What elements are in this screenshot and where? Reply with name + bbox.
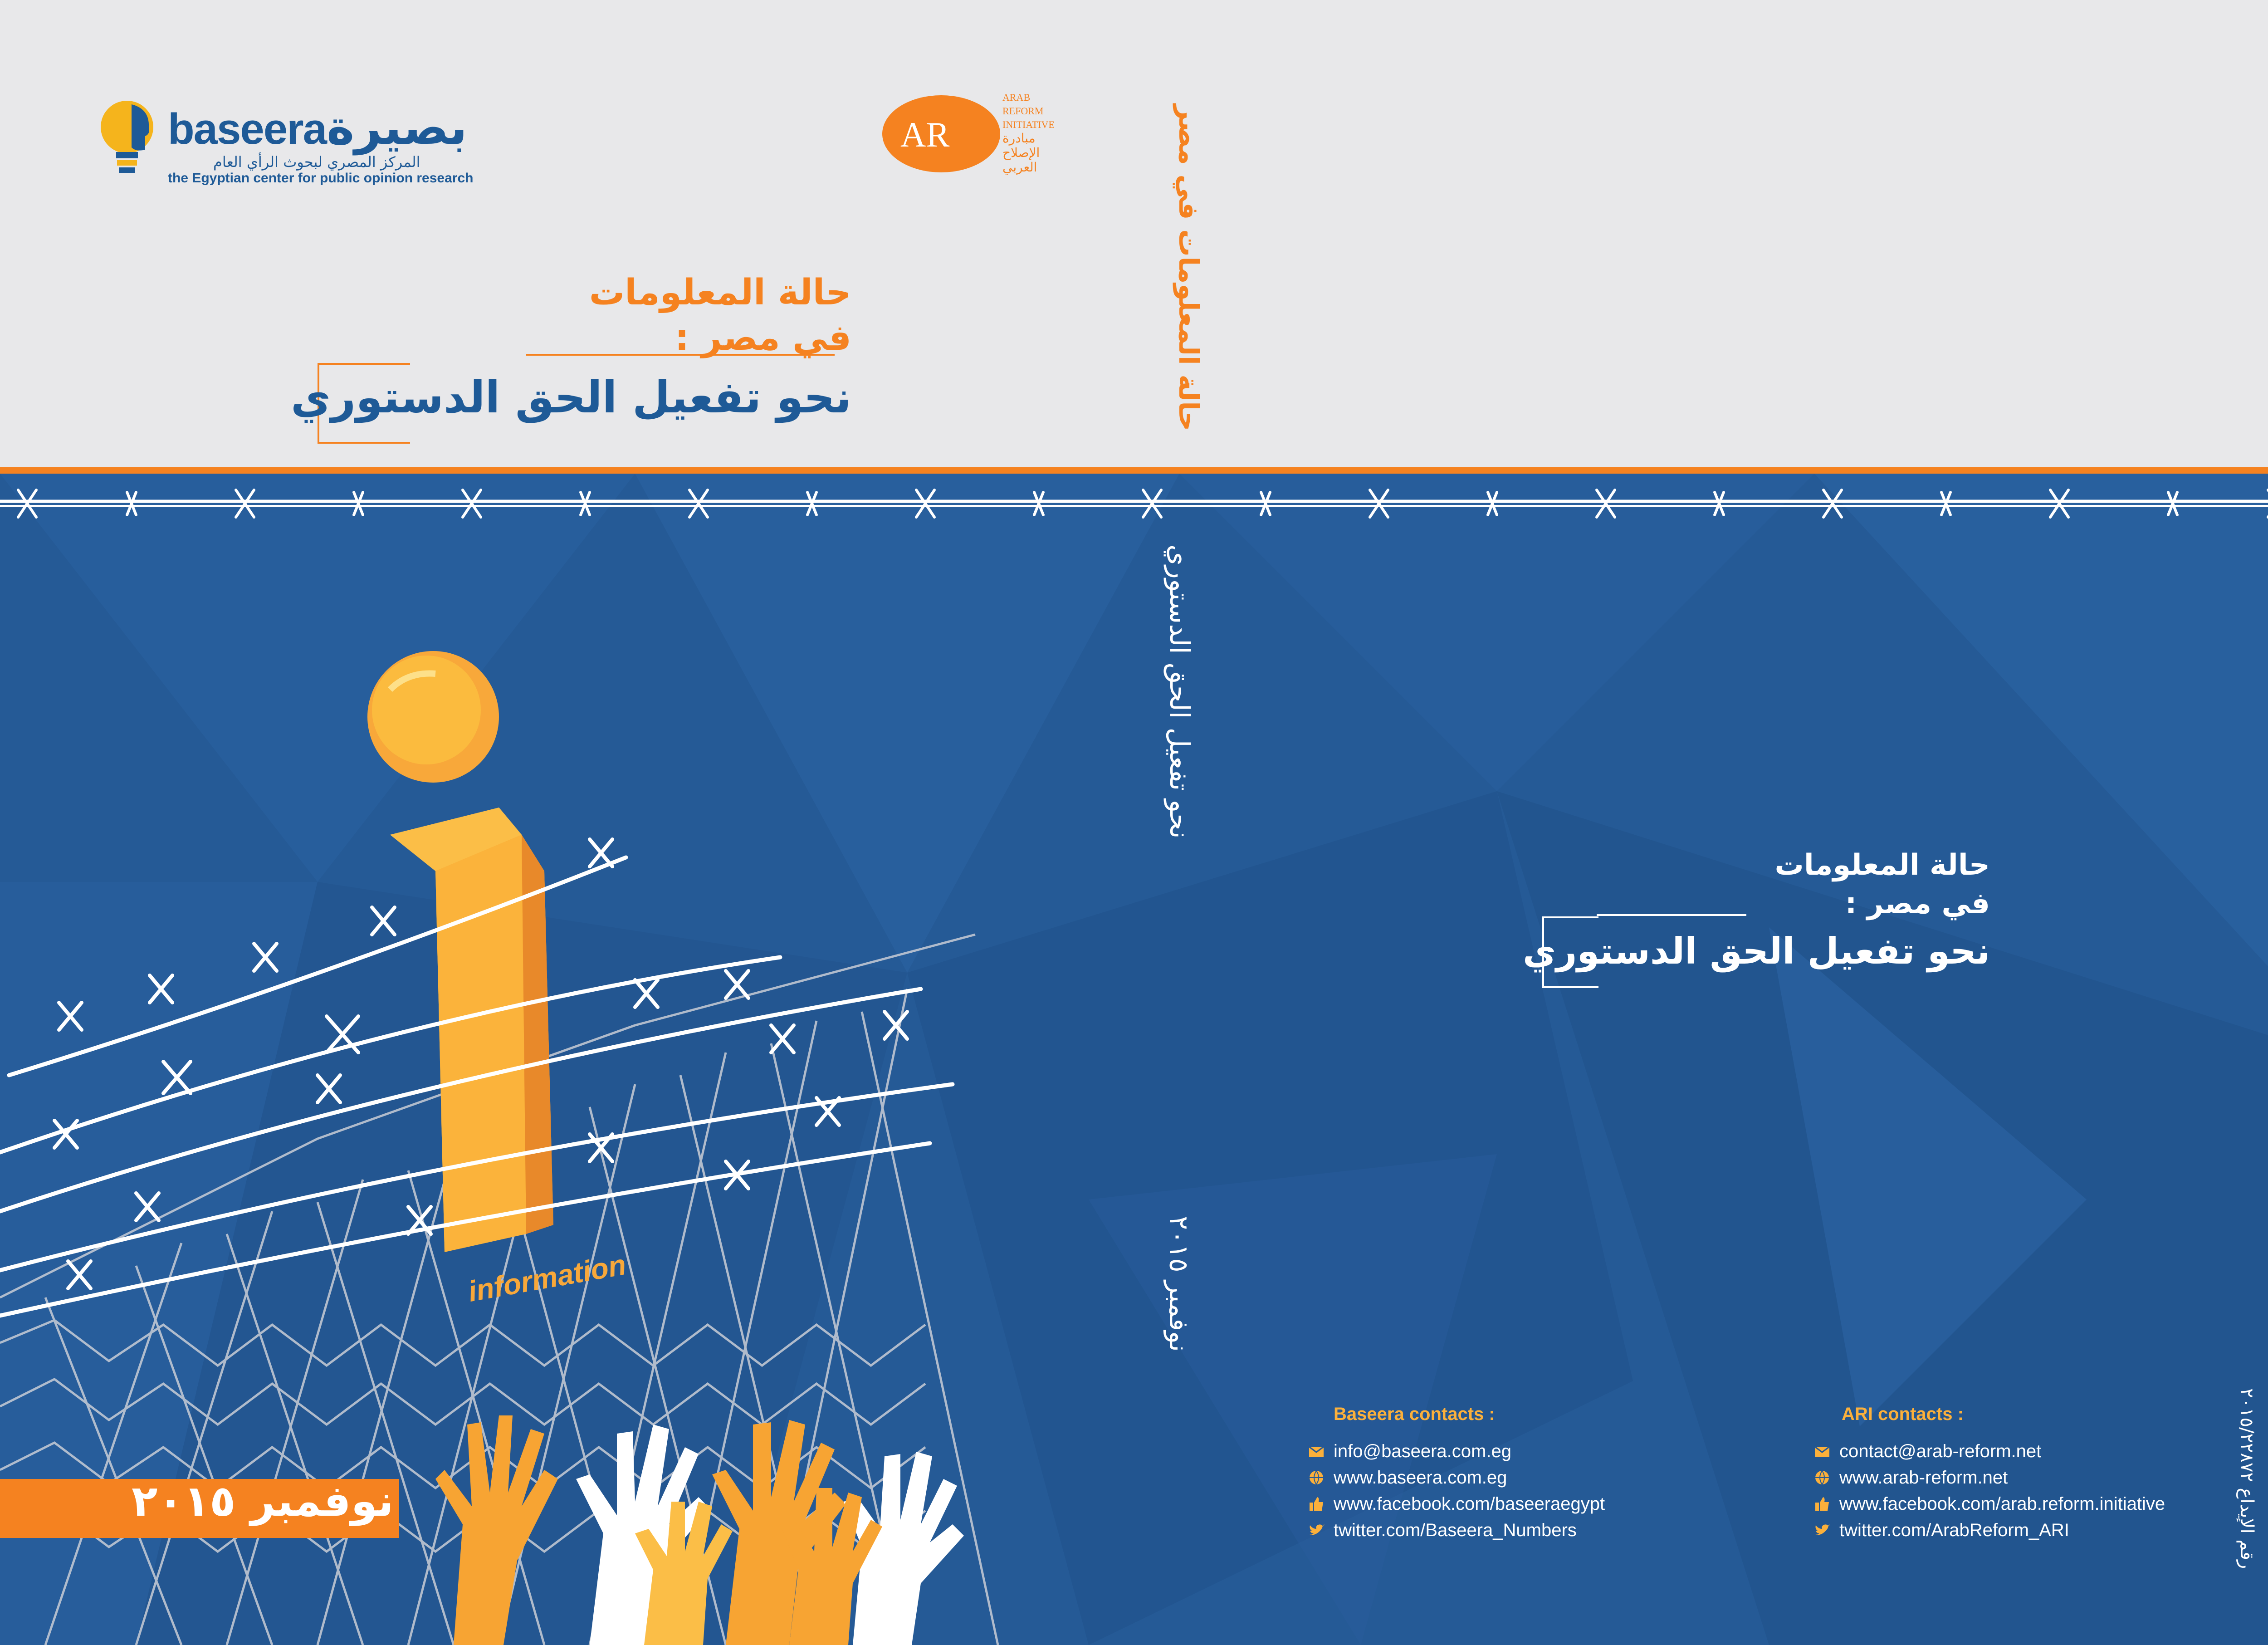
thumbs-up-icon xyxy=(1812,1494,1832,1514)
baseera-web-row[interactable]: www.baseera.com.eg xyxy=(1306,1464,1605,1491)
baseera-contacts-heading-text: Baseera contacts : xyxy=(1334,1404,1495,1424)
spine-date: نوفمبر ٢٠١٥ xyxy=(1163,1216,1194,1406)
ari-email-row[interactable]: contact@arab-reform.net xyxy=(1812,1438,2165,1464)
date-bar xyxy=(0,1479,399,1538)
blue-band xyxy=(0,474,2268,1645)
ari-name-ar-1: مبادرة xyxy=(1002,132,1036,146)
globe-icon xyxy=(1306,1468,1326,1488)
back-title-line3: نحو تفعيل الحق الدستوري xyxy=(291,372,851,423)
globe-icon xyxy=(1812,1468,1832,1488)
back-title-line1: حالة المعلومات xyxy=(589,272,851,313)
ari-logo-oval xyxy=(882,95,1000,172)
ari-facebook-row[interactable]: www.facebook.com/arab.reform.initiative xyxy=(1812,1491,2165,1517)
baseera-facebook[interactable]: www.facebook.com/baseeraegypt xyxy=(1334,1493,1605,1514)
orange-divider xyxy=(0,467,2268,474)
ari-logo-mark: AR xyxy=(900,115,950,154)
baseera-logo: baseera بصيرة المركز المصري لبحوث الرأي … xyxy=(100,91,474,191)
ari-contacts-heading-text: ARI contacts : xyxy=(1842,1404,1964,1424)
front-title-line1: حالة المعلومات xyxy=(1774,848,1990,882)
baseera-email[interactable]: info@baseera.com.eg xyxy=(1334,1441,1511,1461)
ari-web-row[interactable]: www.arab-reform.net xyxy=(1812,1464,2165,1491)
ari-web[interactable]: www.arab-reform.net xyxy=(1839,1467,2008,1488)
baseera-name-ar: بصيرة xyxy=(327,100,468,155)
top-band xyxy=(0,0,2268,467)
ari-contacts-heading: ARI contacts : xyxy=(1842,1404,1964,1425)
envelope-icon xyxy=(1812,1441,1832,1461)
ari-facebook[interactable]: www.facebook.com/arab.reform.initiative xyxy=(1839,1493,2165,1514)
baseera-name-en: baseera xyxy=(168,105,327,153)
ari-name-ar-2: الإصلاح xyxy=(1002,146,1040,160)
barbed-wires xyxy=(0,855,955,1318)
ari-logo: AR ARAB REFORM INITIATIVE مبادرة الإصلاح… xyxy=(882,82,1073,186)
baseera-twitter-row[interactable]: twitter.com/Baseera_Numbers xyxy=(1306,1517,1605,1543)
spine-title-top: حالة المعلومات في مصر xyxy=(1173,104,1204,449)
ari-twitter[interactable]: twitter.com/ArabReform_ARI xyxy=(1839,1520,2069,1540)
back-title-line2: في مصر : xyxy=(675,318,851,358)
spine-date-text: نوفمبر ٢٠١٥ xyxy=(1163,1216,1194,1352)
front-title-line2: في مصر : xyxy=(1845,887,1990,920)
front-title-rule xyxy=(1597,914,1746,916)
twitter-bird-icon xyxy=(1812,1520,1832,1540)
baseera-tagline-en: the Egyptian center for public opinion r… xyxy=(168,171,474,186)
information-illustration xyxy=(0,651,999,1645)
baseera-twitter[interactable]: twitter.com/Baseera_Numbers xyxy=(1334,1520,1577,1540)
barbed-wire-top xyxy=(0,489,2268,519)
lightbulb-head-icon xyxy=(101,101,153,173)
ari-logo-text: ARAB REFORM INITIATIVE مبادرة الإصلاح ال… xyxy=(1002,91,1055,175)
baseera-contacts-list: info@baseera.com.eg www.baseera.com.eg w… xyxy=(1306,1438,1605,1543)
deposit-number: رقم الإيداع ٢٠١٥/٢٢٨٧٢ xyxy=(2236,1388,2257,1569)
raised-hands xyxy=(435,1415,964,1645)
spine-title-bottom: نحو تفعيل الحق الدستوري xyxy=(1163,544,1195,962)
thumbs-up-icon xyxy=(1306,1494,1326,1514)
background-facets xyxy=(0,474,2268,1645)
back-title-rule xyxy=(526,354,835,356)
spine-title-bottom-text: نحو تفعيل الحق الدستوري xyxy=(1163,544,1195,839)
twitter-bird-icon xyxy=(1306,1520,1326,1540)
spine-title-top-text: حالة المعلومات في مصر xyxy=(1173,104,1204,431)
ari-twitter-row[interactable]: twitter.com/ArabReform_ARI xyxy=(1812,1517,2165,1543)
back-title-frame xyxy=(318,363,410,444)
ari-name-en-3: INITIATIVE xyxy=(1002,119,1055,130)
front-title-line3: نحو تفعيل الحق الدستوري xyxy=(1523,930,1990,972)
envelope-icon xyxy=(1306,1441,1326,1461)
baseera-facebook-row[interactable]: www.facebook.com/baseeraegypt xyxy=(1306,1491,1605,1517)
baseera-email-row[interactable]: info@baseera.com.eg xyxy=(1306,1438,1605,1464)
ari-name-ar-3: العربي xyxy=(1002,161,1037,175)
ari-name-en-2: REFORM xyxy=(1002,105,1044,117)
ari-email[interactable]: contact@arab-reform.net xyxy=(1839,1441,2042,1461)
baseera-web[interactable]: www.baseera.com.eg xyxy=(1334,1467,1507,1488)
deposit-number-text: رقم الإيداع ٢٠١٥/٢٢٨٧٢ xyxy=(2236,1388,2257,1569)
date-bar-text: نوفمبر ٢٠١٥ xyxy=(132,1477,394,1526)
front-title-frame xyxy=(1542,916,1598,988)
ari-name-en-1: ARAB xyxy=(1002,92,1031,103)
baseera-contacts-heading: Baseera contacts : xyxy=(1334,1404,1495,1425)
ari-contacts-list: contact@arab-reform.net www.arab-reform.… xyxy=(1812,1438,2165,1543)
baseera-tagline-ar: المركز المصري لبحوث الرأي العام xyxy=(213,153,420,171)
